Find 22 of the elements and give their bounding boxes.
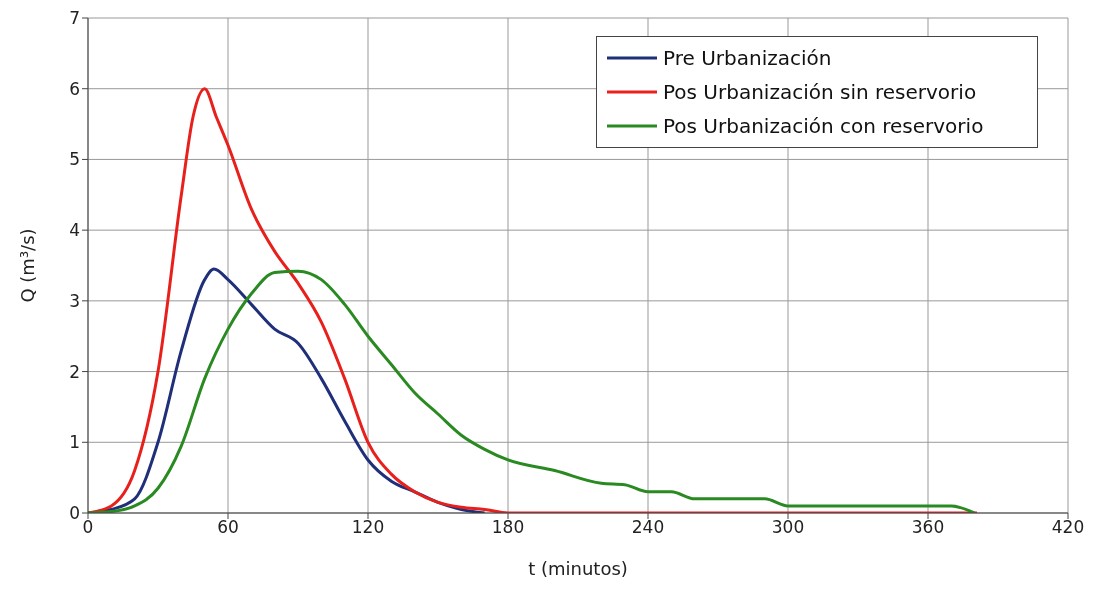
line-series	[88, 269, 977, 513]
x-tick-label: 420	[1051, 517, 1085, 538]
y-tick-label: 5	[69, 149, 80, 170]
legend-label: Pos Urbanización con reservorio	[663, 113, 984, 140]
y-tick-label: 0	[69, 503, 80, 524]
y-tick-label: 6	[69, 78, 80, 99]
legend-label: Pre Urbanización	[663, 45, 832, 72]
x-axis-title: t (minutos)	[528, 558, 628, 579]
x-tick-label: 300	[771, 517, 805, 538]
x-tick-label: 0	[82, 517, 94, 538]
y-tick-label: 7	[69, 8, 80, 29]
x-tick-label: 120	[351, 517, 385, 538]
y-tick-label: 2	[69, 361, 80, 382]
y-tick-label: 3	[69, 290, 80, 311]
y-axis-title: Q (m³/s)	[17, 228, 39, 303]
x-tick-label: 180	[491, 517, 525, 538]
x-tick-label: 240	[631, 517, 665, 538]
legend-label: Pos Urbanización sin reservorio	[663, 79, 977, 106]
x-tick-label: 60	[217, 517, 239, 538]
y-tick-label: 1	[69, 432, 80, 453]
x-tick-label: 360	[911, 517, 945, 538]
y-tick-label: 4	[69, 220, 80, 241]
